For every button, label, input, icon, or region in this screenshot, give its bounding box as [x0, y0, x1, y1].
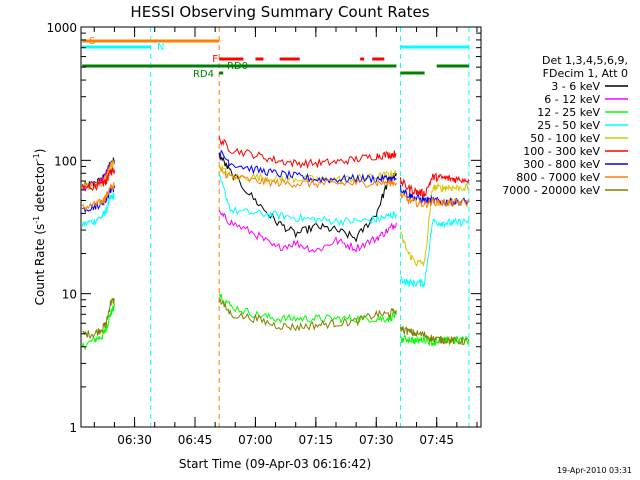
series-lines	[81, 136, 470, 351]
chart-title: HESSI Observing Summary Count Rates	[130, 3, 429, 21]
y-tick-label-100: 100	[54, 154, 77, 168]
series-pre-eclipse-25-50-kev	[81, 192, 115, 228]
vertical-marker-lines	[150, 27, 470, 427]
series-pre-eclipse-50-100-kev	[81, 160, 115, 191]
series-day-6-12-kev	[218, 210, 397, 253]
series-day-7000-20000-kev	[218, 298, 397, 332]
legend-header-0: Det 1,3,4,5,6,9,	[542, 54, 628, 67]
series-pre-eclipse-800-7000-kev	[81, 182, 115, 212]
x-tick-label-07-00: 07:00	[238, 433, 273, 447]
observing-flags: S N F RD0 RD4	[82, 36, 469, 80]
flag-s-label: S	[89, 36, 95, 47]
y-tick-label-1000: 1000	[46, 21, 77, 35]
x-tick-label-07-45: 07:45	[419, 433, 454, 447]
x-tick-label-06-45: 06:45	[178, 433, 213, 447]
axes: 1 10 100 1000 06:30 06:45 07:00 07:15 07:30 07:45	[46, 21, 481, 447]
y-tick-label-1: 1	[69, 421, 77, 435]
series-post-800-7000-kev	[399, 191, 470, 209]
series-day-100-300-kev	[218, 136, 397, 170]
series-day-50-100-kev	[218, 162, 397, 185]
series-post-7000-20000-kev	[399, 326, 470, 346]
flag-n-label: N	[157, 42, 164, 53]
timestamp: 19-Apr-2010 03:31	[557, 466, 632, 475]
legend-label-300-800-kev: 300 - 800 keV	[523, 158, 600, 171]
y-tick-label-10: 10	[62, 288, 77, 302]
plot-frame	[80, 26, 482, 428]
y-axis-label: Count Rate (s-1 detector-1)	[32, 149, 47, 306]
legend-label-6-12-kev: 6 - 12 keV	[544, 93, 600, 106]
series-pre-eclipse-12-25-kev	[81, 303, 115, 351]
series-post-50-100-kev	[399, 181, 470, 268]
series-pre-eclipse-100-300-kev	[81, 167, 115, 191]
legend-label-100-300-kev: 100 - 300 keV	[523, 145, 600, 158]
legend-label-25-50-kev: 25 - 50 keV	[537, 119, 600, 132]
x-tick-label-06-30: 06:30	[117, 433, 152, 447]
flag-rd4-label: RD4	[193, 69, 214, 80]
series-pre-eclipse-6-12-kev	[81, 159, 115, 193]
x-tick-label-07-30: 07:30	[359, 433, 394, 447]
series-day-25-50-kev	[218, 173, 397, 227]
legend-label-7000-20000-kev: 7000 - 20000 keV	[502, 184, 600, 197]
x-axis-label: Start Time (09-Apr-03 06:16:42)	[179, 457, 371, 471]
legend: Det 1,3,4,5,6,9,FDecim 1, Att 03 - 6 keV…	[502, 54, 628, 197]
legend-label-3-6-kev: 3 - 6 keV	[551, 80, 600, 93]
flag-f-label: F	[212, 54, 218, 65]
series-day-800-7000-kev	[219, 166, 397, 189]
series-pre-eclipse-7000-20000-kev	[82, 297, 115, 339]
flag-rd0-label: RD0	[227, 61, 248, 72]
x-tick-label-07-15: 07:15	[299, 433, 334, 447]
series-post-100-300-kev	[399, 172, 470, 198]
series-pre-eclipse-3-6-kev	[81, 157, 115, 190]
legend-label-12-25-kev: 12 - 25 keV	[537, 106, 600, 119]
series-day-12-25-kev	[218, 293, 397, 325]
legend-label-800-7000-kev: 800 - 7000 keV	[516, 171, 600, 184]
series-post-25-50-kev	[400, 217, 470, 288]
legend-header-1: FDecim 1, Att 0	[543, 67, 628, 80]
legend-label-50-100-kev: 50 - 100 keV	[530, 132, 600, 145]
series-day-300-800-kev	[218, 149, 397, 184]
